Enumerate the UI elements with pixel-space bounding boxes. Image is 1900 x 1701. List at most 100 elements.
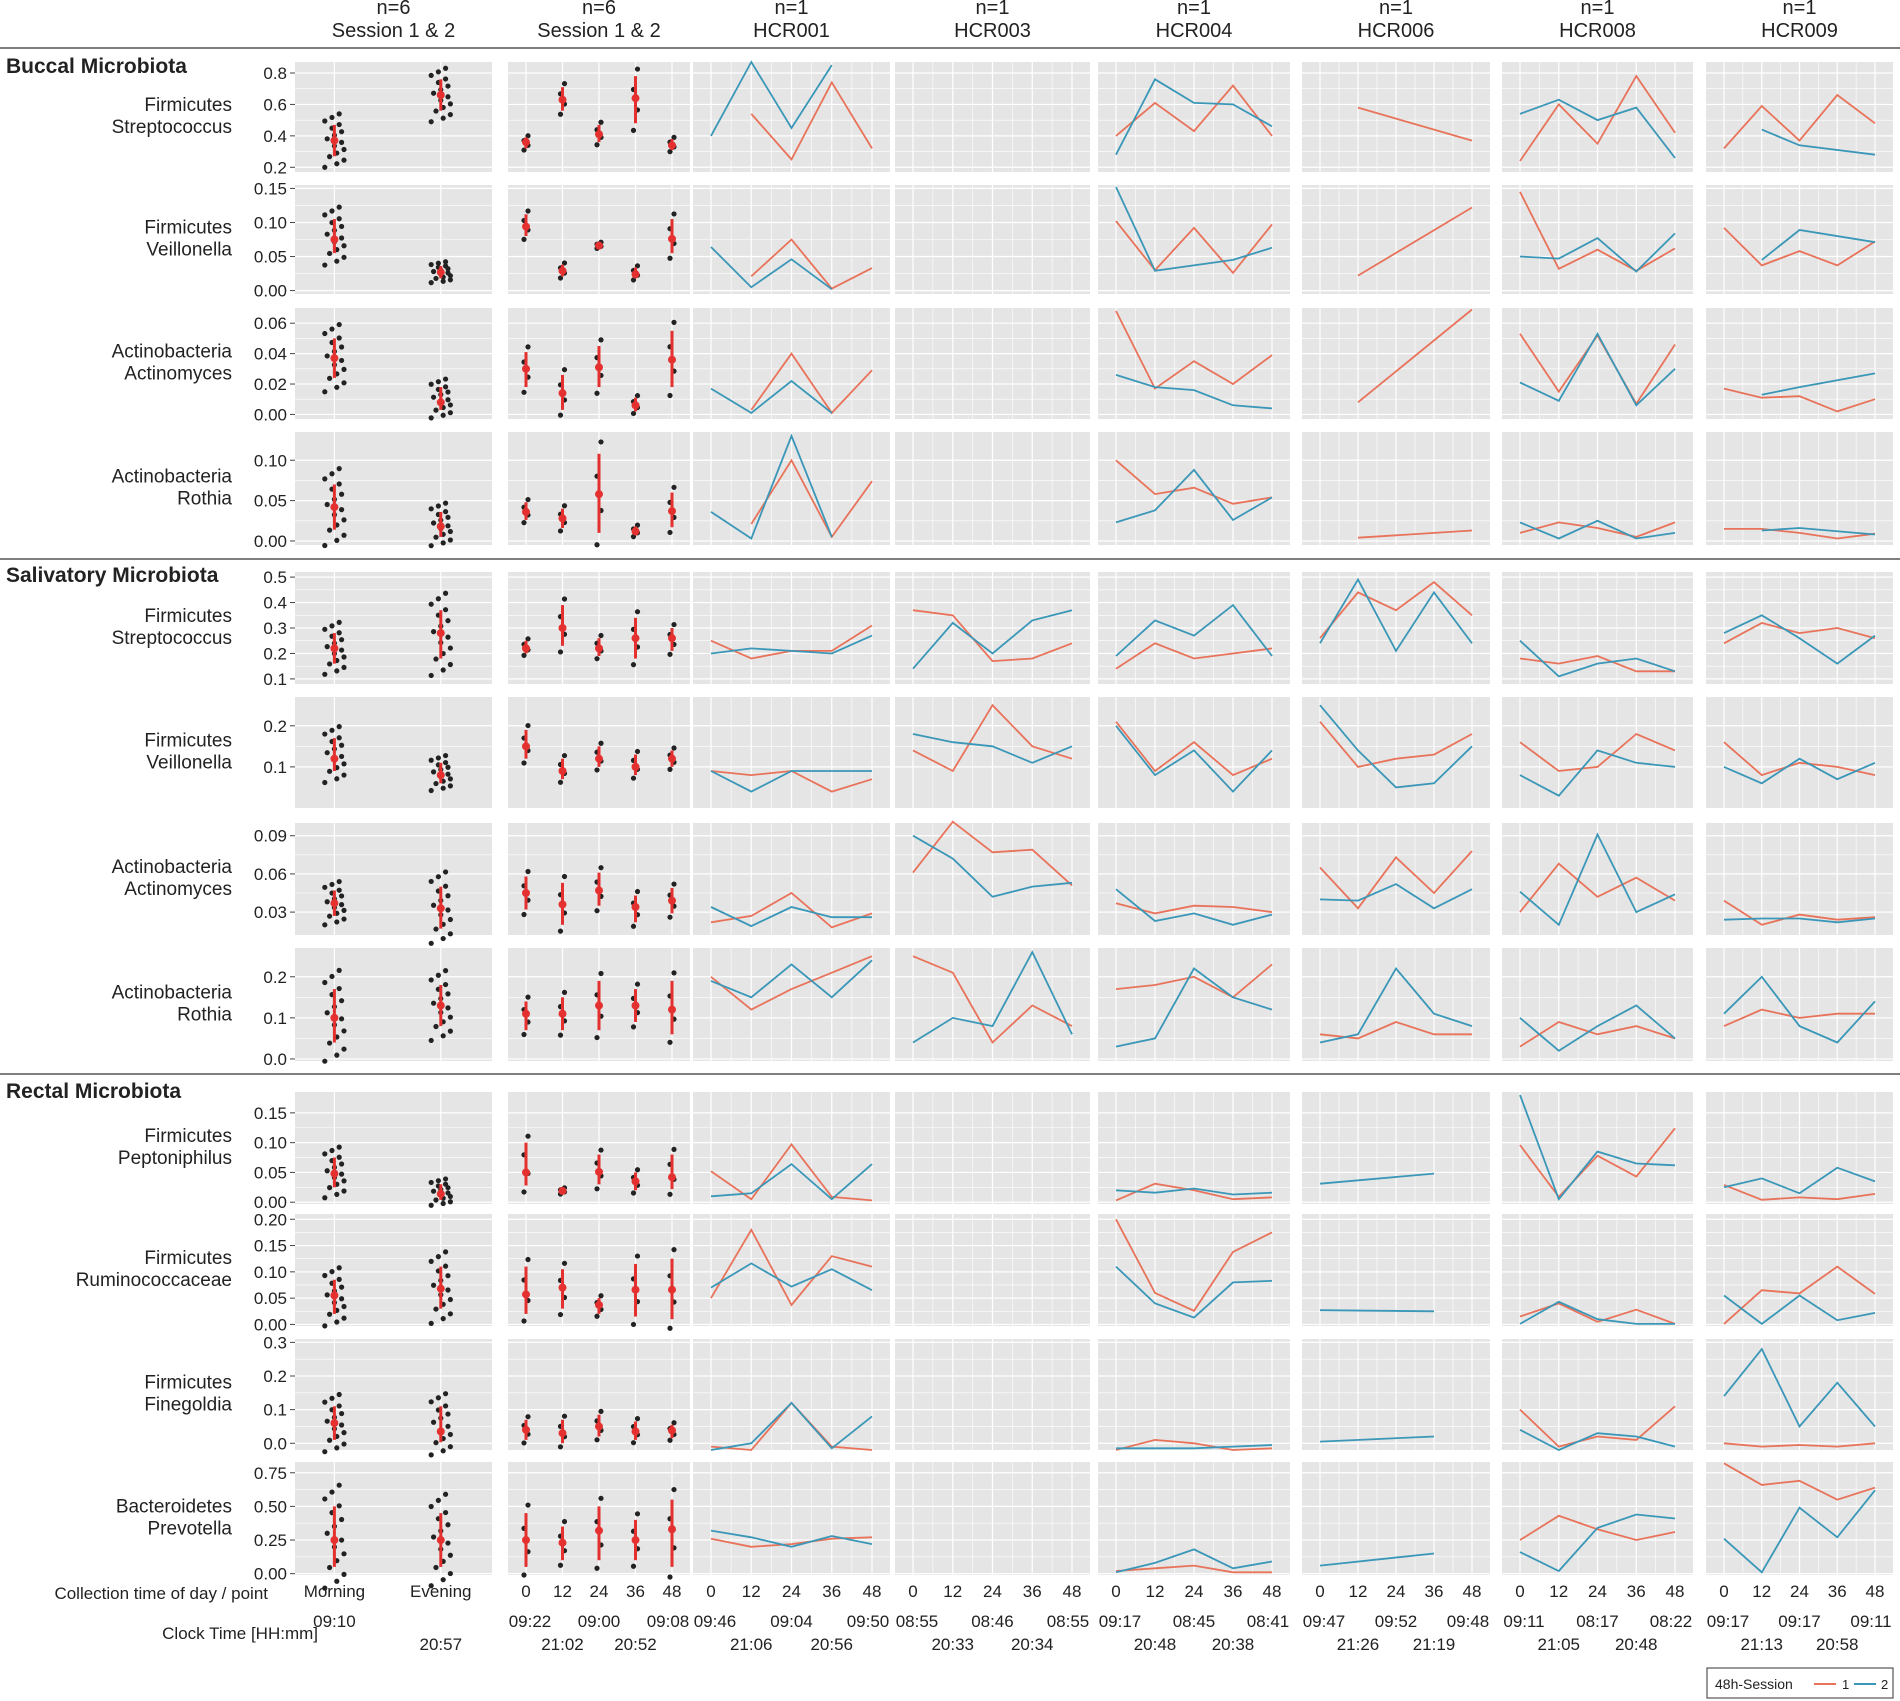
summary-mean [595,1300,603,1309]
clock-time-top: 08:45 [1173,1612,1216,1631]
series-session-1-line [1723,1265,1876,1325]
data-point [445,1540,451,1546]
series-session-1-line [1519,1127,1676,1199]
series-session-1-line [1519,74,1676,162]
x-tick-label: 36 [1627,1582,1646,1601]
series-session-2-line [1723,1347,1876,1429]
x-tick-label: 36 [626,1582,645,1601]
data-point [430,629,437,635]
data-point [435,69,441,75]
series-session-1-line [1723,1184,1876,1201]
row-label-phylum: Firmicutes [144,95,232,116]
summary-mean [595,130,603,139]
column-header-label: HCR003 [954,20,1031,42]
summary-mean [436,904,445,913]
data-point [322,1058,328,1064]
summary-mean [595,241,603,250]
data-point [324,353,330,359]
data-point [440,1033,446,1039]
data-point [327,250,333,257]
data-point [336,1265,342,1271]
data-point [557,1444,564,1450]
series-session-2-line [710,634,873,655]
x-tick-label: 48 [1866,1582,1885,1601]
data-point [327,1437,333,1443]
clock-time-top: 09:17 [1778,1612,1821,1631]
data-point [341,1315,347,1321]
data-point [445,1287,451,1293]
legend-session-2-label: 2 [1881,1677,1888,1692]
data-point [322,731,328,737]
data-point [630,1024,637,1030]
series-session-1-line [1723,899,1876,926]
data-point [671,484,677,490]
x-tick-label: 12 [742,1582,761,1601]
data-point [322,626,328,632]
data-point [327,1564,333,1571]
summary-mean [436,1427,445,1436]
data-point [671,134,677,140]
data-point [329,1395,335,1401]
data-point [324,501,330,508]
data-point [525,722,531,729]
data-point [428,1503,434,1510]
data-point [322,979,328,986]
data-point [341,1551,347,1557]
data-point [447,1570,453,1577]
data-point [440,115,446,121]
series-session-1-line [1319,721,1473,768]
summary-mean [436,398,445,407]
y-tick-label: 0.05 [254,248,287,267]
data-point [322,1195,328,1201]
data-point [327,375,333,381]
series-session-1-line [1519,1514,1676,1541]
data-point [430,1534,437,1540]
data-point [433,926,439,932]
data-point [336,724,342,730]
series-session-2-line [1761,128,1876,156]
data-point [442,1391,449,1397]
summary-mean [558,95,567,104]
data-point [445,634,451,640]
clock-time-bottom: 20:48 [1134,1635,1177,1654]
data-point [557,779,564,785]
series-session-1-line [1115,459,1273,505]
data-point [430,1000,437,1006]
row-label-phylum: Actinobacteria [112,983,233,1004]
data-point [336,216,342,222]
data-point [634,263,641,269]
summary-mean [330,235,339,244]
data-point [447,1014,453,1020]
series-session-2-line [1519,232,1676,273]
clock-time-top: 09:17 [1707,1612,1750,1631]
clock-time-bottom: 20:34 [1011,1635,1054,1654]
clock-time-top: 08:55 [1047,1612,1090,1631]
data-point [327,527,333,533]
column-header-label: Session 1 & 2 [537,20,660,42]
data-point [428,1583,434,1589]
series-session-2-line [710,60,833,137]
y-tick-label: 0.2 [263,968,287,987]
series-session-2-line [1115,603,1273,657]
row-label-genus: Actinomyces [124,879,232,900]
summary-mean [558,1283,567,1292]
data-point [336,335,342,341]
data-point [671,1420,677,1426]
data-point [521,760,527,766]
series-session-2-line [1519,1094,1676,1201]
summary-mean [436,268,445,277]
data-point [435,596,441,602]
data-point [430,1188,437,1194]
data-point [445,907,451,913]
x-tick-label: 0 [1111,1582,1120,1601]
data-point [430,1419,437,1425]
series-session-2-line [1723,757,1876,785]
data-point [428,878,434,885]
data-point [324,899,330,905]
x-tick-label: 0 [521,1582,530,1601]
data-point [521,147,527,153]
data-point [634,66,641,72]
column-header-n: n=6 [377,0,411,19]
data-point [433,1564,439,1571]
summary-mean [631,1285,640,1294]
